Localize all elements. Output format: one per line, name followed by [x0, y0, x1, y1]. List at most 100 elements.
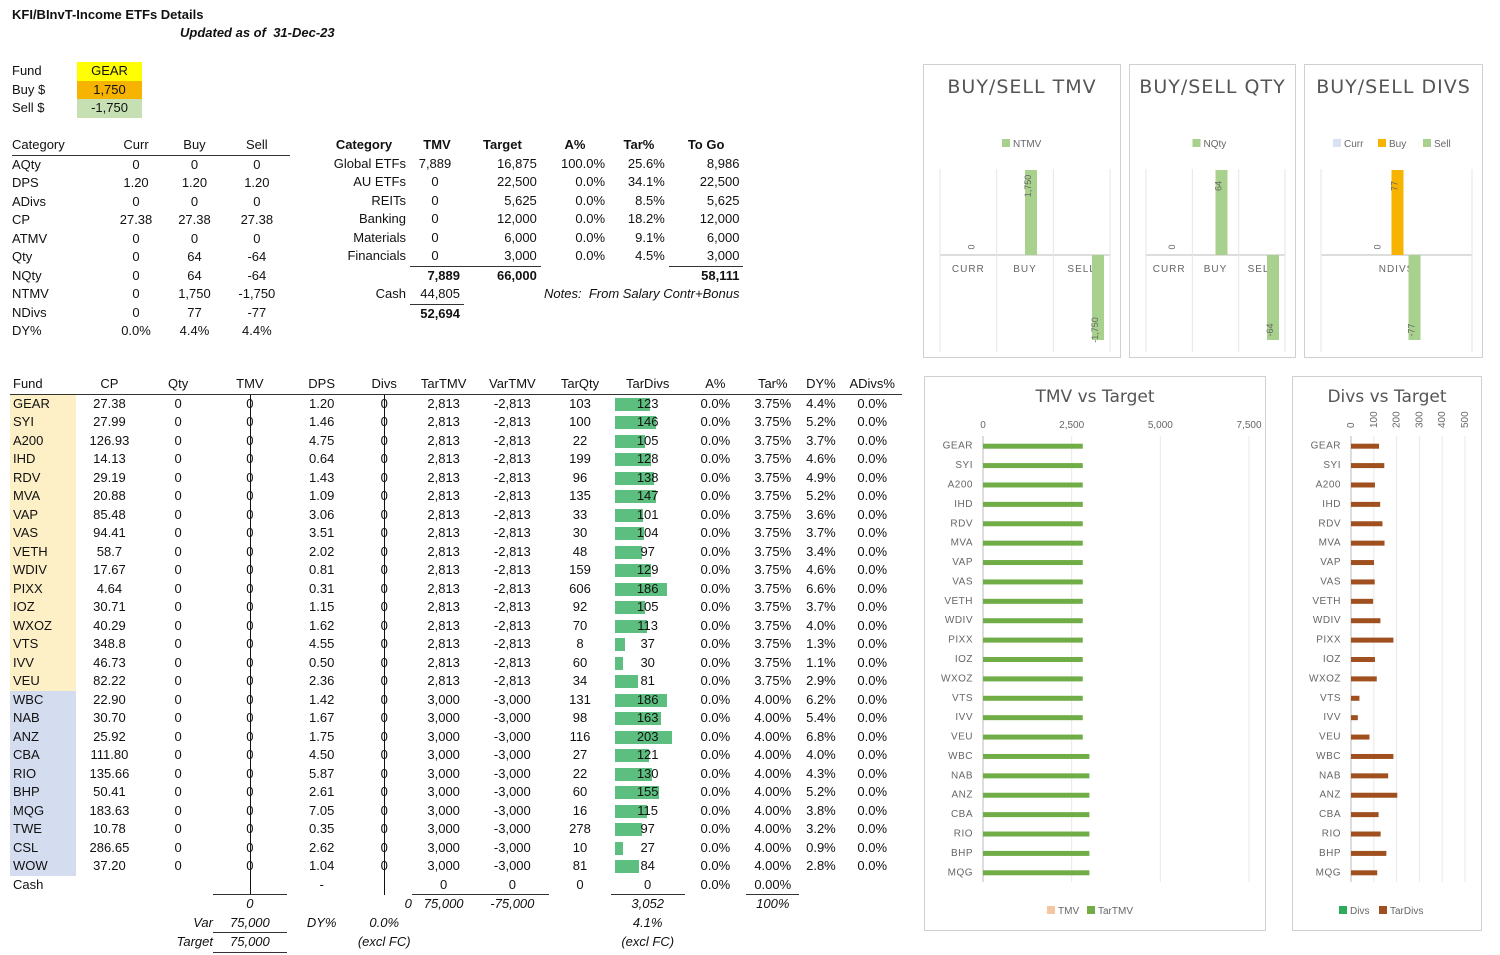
- fund-input[interactable]: GEAR: [77, 62, 142, 81]
- bar: [983, 560, 1083, 566]
- qty-cell: 0: [174, 469, 182, 485]
- fund-cell[interactable]: CSL: [10, 838, 76, 857]
- zero-axis-line: [249, 505, 251, 524]
- tardivs-databar: [614, 619, 647, 633]
- tardivs-value: 37: [640, 636, 655, 651]
- fund-cell[interactable]: IVV: [10, 653, 76, 672]
- allocation-cash-row: Cash 44,805 Notes: From Salary Contr+Bonus: [318, 285, 743, 305]
- summary-cell: -1,750: [238, 286, 276, 301]
- vartmv-cell: -2,813: [493, 636, 531, 651]
- buy-input[interactable]: 1,750: [77, 80, 142, 99]
- fund-cell[interactable]: IHD: [10, 450, 76, 469]
- tarqty-cell: 34: [572, 673, 588, 688]
- tartmv-cell: 2,813: [427, 395, 460, 411]
- tarqty-cell: 116: [569, 728, 591, 744]
- tmv-value: 0: [246, 469, 254, 485]
- tmv-cell: 0: [213, 709, 287, 728]
- fund-cell[interactable]: VTS: [10, 635, 76, 654]
- qty-cell: 0: [174, 710, 182, 725]
- sell-input[interactable]: -1,750: [77, 99, 142, 118]
- category-label: VAP: [952, 557, 973, 568]
- divs-cell: 0: [357, 820, 412, 839]
- category-label: SYI: [1323, 460, 1341, 471]
- category-label: A200: [948, 479, 973, 490]
- dy-cell: 4.0%: [806, 617, 836, 633]
- fund-cell[interactable]: SYI: [10, 413, 76, 432]
- category-label: VAP: [1320, 557, 1341, 568]
- category-label: GEAR: [943, 441, 973, 452]
- cp-cell: 183.63: [89, 802, 130, 818]
- qty-cell: 0: [174, 414, 182, 429]
- fund-cell[interactable]: WOW: [10, 857, 76, 876]
- fund-cell[interactable]: TWE: [10, 820, 76, 839]
- tar-cell: 3.75%: [754, 562, 792, 577]
- allocation-cell: 0.0%: [575, 248, 606, 264]
- fund-cell[interactable]: VEU: [10, 672, 76, 691]
- cp-cell: 50.41: [93, 784, 126, 799]
- fund-cell[interactable]: BHP: [10, 783, 76, 802]
- fund-cell[interactable]: MVA: [10, 487, 76, 506]
- notes-label: Notes:: [544, 286, 582, 302]
- fund-cell[interactable]: IOZ: [10, 598, 76, 617]
- fund-cell[interactable]: ANZ: [10, 727, 76, 746]
- zero-axis-line: [249, 672, 251, 691]
- dy-cell: 2.9%: [806, 673, 836, 688]
- tmv-cell: 0: [213, 838, 287, 857]
- qty-cell: 0: [174, 839, 182, 855]
- allocation-col-header: Target: [483, 137, 522, 152]
- fund-col-header: TarQty: [549, 375, 611, 395]
- tardivs-databar: [614, 601, 645, 614]
- fund-cell[interactable]: RIO: [10, 764, 76, 783]
- dy-cell: 4.3%: [806, 765, 836, 781]
- summary-col-header: Buy: [165, 136, 224, 156]
- tartmv-cell: 3,000: [427, 839, 460, 855]
- tick-label: 500: [1460, 411, 1471, 428]
- a-cell: 0.0%: [700, 580, 731, 596]
- tmv-cell: 0: [213, 505, 287, 524]
- bar: [983, 812, 1090, 818]
- legend-label: TarTMV: [1098, 906, 1133, 917]
- vartmv-cell: -3,000: [493, 747, 531, 762]
- tardivs-cell: 163: [611, 709, 685, 728]
- vartmv-cell: -3,000: [493, 802, 531, 818]
- bar: [1351, 618, 1381, 624]
- fund-cell[interactable]: GEAR: [10, 394, 76, 413]
- fund-cell[interactable]: VETH: [10, 542, 76, 561]
- fund-cell[interactable]: PIXX: [10, 579, 76, 598]
- adivs-cell: 0.0%: [857, 543, 888, 559]
- fund-cell[interactable]: WBC: [10, 690, 76, 709]
- category-label: IVV: [955, 712, 973, 723]
- bar: [1351, 598, 1374, 604]
- fund-cell[interactable]: MQG: [10, 801, 76, 820]
- tmv-value: 0: [246, 858, 254, 873]
- category-label: SELL: [1067, 264, 1095, 275]
- adivs-cell: 0.0%: [857, 673, 888, 688]
- fund-cell[interactable]: VAP: [10, 505, 76, 524]
- summary-cell: 4.4%: [179, 323, 210, 338]
- total-divs: 0: [404, 895, 412, 911]
- totals-row: 0 0 75,000 -75,000 3,052 100%: [10, 894, 902, 914]
- bar: [1351, 734, 1370, 740]
- data-label: -64: [1265, 323, 1275, 336]
- allocation-cell: 18.2%: [627, 211, 665, 226]
- fund-cell[interactable]: WDIV: [10, 561, 76, 580]
- divs-cell: 0: [357, 764, 412, 783]
- fund-cell[interactable]: VAS: [10, 524, 76, 543]
- fund-cell[interactable]: CBA: [10, 746, 76, 765]
- tmv-value: 0: [246, 747, 254, 762]
- legend-swatch: [1002, 139, 1010, 147]
- bar: [983, 753, 1090, 759]
- bar: [1351, 695, 1360, 701]
- chart-legend: TMV TarTMV: [1047, 906, 1133, 917]
- fund-col-header: DY%: [799, 375, 843, 395]
- category-label: NDIVS: [1379, 264, 1415, 275]
- summary-cell: AQty: [12, 156, 41, 172]
- fund-cell[interactable]: WXOZ: [10, 616, 76, 635]
- zero-axis-line: [249, 653, 251, 672]
- fund-cell[interactable]: RDV: [10, 468, 76, 487]
- fund-cell[interactable]: NAB: [10, 709, 76, 728]
- tardivs-databar: [614, 675, 638, 688]
- summary-cell: 1.20: [244, 175, 270, 190]
- bar: [983, 676, 1083, 682]
- fund-cell[interactable]: A200: [10, 431, 76, 450]
